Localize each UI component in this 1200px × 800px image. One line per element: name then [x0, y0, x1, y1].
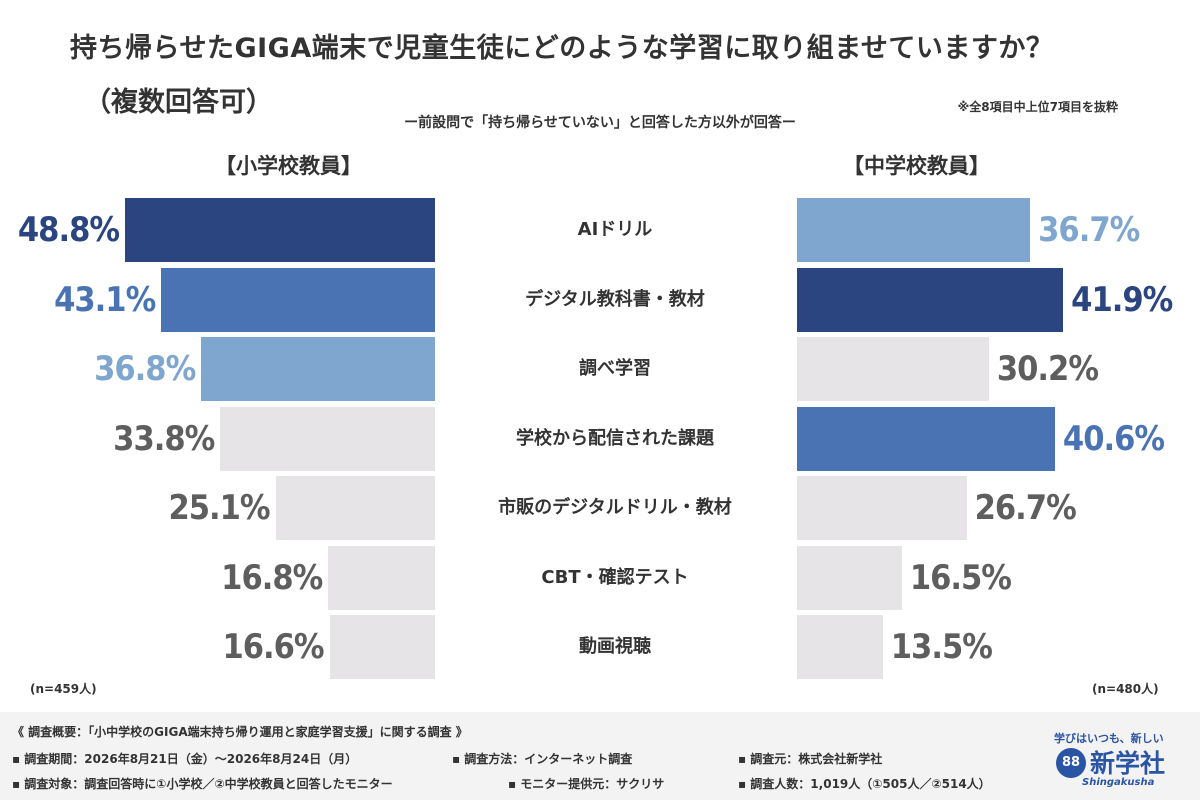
- category-label: 市販のデジタルドリル・教材: [498, 497, 732, 518]
- junior-high-value-label: 30.2%: [996, 349, 1099, 389]
- category-label: 動画視聴: [579, 636, 651, 657]
- junior-high-bar: [797, 406, 1055, 471]
- survey-count: ▪ 調査人数：1,019人（①505人／②514人）: [738, 777, 991, 791]
- elementary-value-label: 33.8%: [113, 418, 215, 459]
- elementary-value-label: 25.1%: [168, 488, 270, 528]
- junior-high-value-label: 26.7%: [974, 488, 1077, 528]
- junior-high-sample-size: (n=480人): [1092, 682, 1159, 696]
- junior-high-value-label: 36.7%: [1038, 210, 1140, 250]
- survey-organizer: ▪ 調査元：株式会社新学社: [738, 752, 883, 766]
- elementary-value-label: 43.1%: [54, 279, 156, 320]
- junior-high-value-label: 13.5%: [890, 627, 993, 667]
- survey-overview: 《 調査概要：「小中学校のGIGA端末持ち帰り運用と家庭学習支援」に関する調査 …: [12, 725, 468, 739]
- logo-tagline: 学びはいつも、新しい: [1054, 732, 1164, 745]
- elementary-bar: [220, 406, 435, 471]
- junior-high-bar: [797, 476, 967, 540]
- junior-high-bar: [797, 198, 1031, 262]
- elementary-value-label: 16.6%: [222, 627, 324, 667]
- elementary-bar: [125, 198, 435, 262]
- junior-high-group-title: 【中学校教員】: [843, 154, 990, 178]
- junior-high-value-label: 16.5%: [909, 557, 1012, 598]
- selection-note: ※全8項目中上位7項目を抜粋: [957, 100, 1118, 114]
- category-label: デジタル教科書・教材: [525, 288, 705, 310]
- category-label: AIドリル: [577, 219, 653, 240]
- elementary-value-label: 36.8%: [94, 349, 196, 389]
- survey-footer: 《 調査概要：「小中学校のGIGA端末持ち帰り運用と家庭学習支援」に関する調査 …: [0, 712, 1200, 800]
- elementary-bar: [201, 337, 435, 401]
- logo-roman: Shingakusha: [1082, 777, 1155, 788]
- survey-period: ▪ 調査期間：2026年8月21日（金）～2026年8月24日（月）: [12, 752, 358, 766]
- survey-method: ▪ 調査方法：インターネット調査: [452, 752, 633, 766]
- elementary-bar: [328, 545, 435, 610]
- elementary-group-title: 【小学校教員】: [215, 154, 362, 178]
- elementary-bar: [275, 476, 435, 540]
- category-label: 学校から配信された課題: [516, 427, 714, 449]
- junior-high-bar: [797, 615, 883, 679]
- survey-provider: ▪ モニター提供元：サクリサ: [508, 777, 665, 791]
- elementary-value-label: 48.8%: [17, 210, 120, 250]
- junior-high-value-label: 41.9%: [1071, 279, 1173, 320]
- junior-high-value-label: 40.6%: [1062, 418, 1165, 459]
- junior-high-bar: [797, 267, 1064, 332]
- elementary-bar: [329, 615, 435, 679]
- chart-subtitle: ー前設問で「持ち帰らせていない」と回答した方以外が回答ー: [404, 115, 796, 131]
- junior-high-bar: [797, 337, 989, 401]
- junior-high-bar: [797, 545, 902, 610]
- category-label: CBT・確認テスト: [541, 566, 689, 588]
- elementary-value-label: 16.8%: [221, 557, 323, 598]
- elementary-sample-size: (n=459人): [30, 682, 97, 696]
- chart-title: 持ち帰らせたGIGA端末で児童生徒にどのような学習に取り組ませていますか？: [70, 33, 1054, 64]
- survey-target: ▪ 調査対象：調査回答時に①小学校／②中学校教員と回答したモニター: [12, 777, 393, 791]
- logo-mark-icon: 88: [1056, 748, 1086, 778]
- category-label: 調べ学習: [579, 358, 651, 379]
- elementary-bar: [161, 267, 435, 332]
- logo-name: 新学社: [1090, 749, 1166, 778]
- chart-title-note: （複数回答可）: [84, 87, 273, 118]
